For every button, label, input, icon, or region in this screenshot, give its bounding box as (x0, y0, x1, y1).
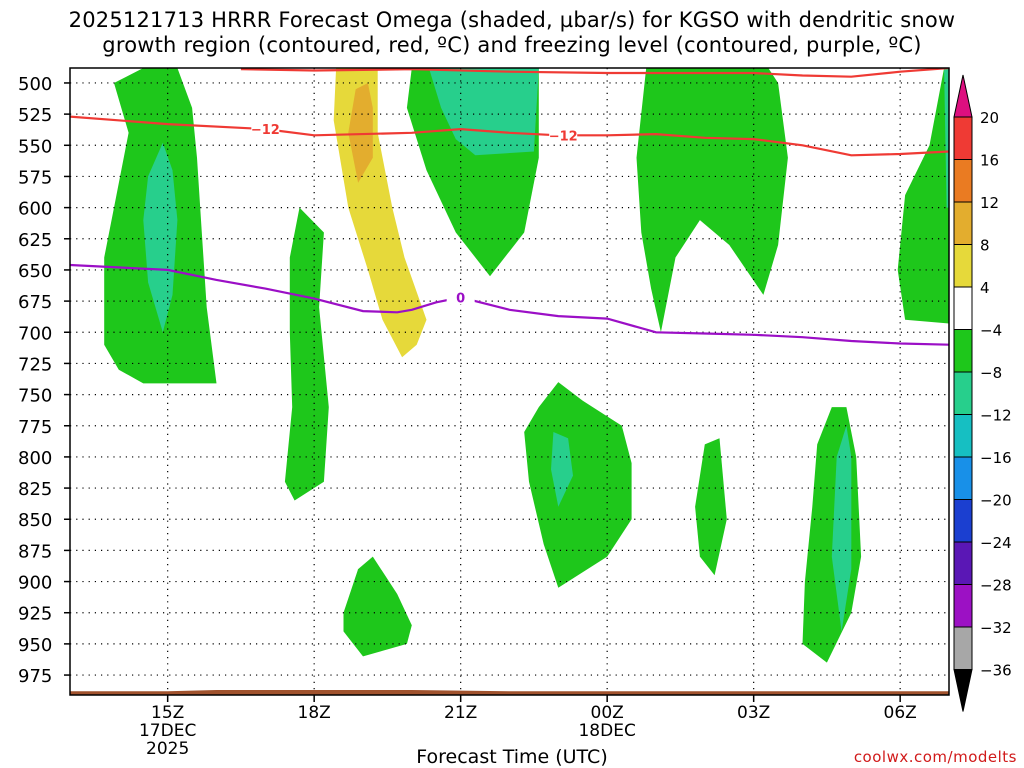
omega-region-1 (143, 142, 178, 333)
x-tick-year-15Z: 2025 (146, 739, 189, 759)
x-axis-label: Forecast Time (UTC) (416, 746, 608, 768)
colorbar-label-2: 12 (980, 194, 999, 212)
y-tick-label-575: 575 (18, 167, 52, 188)
y-tick-label-875: 875 (18, 541, 52, 562)
contour-upper-red-isotherm (240, 68, 949, 78)
contour-label-minus12-a: −12 (251, 123, 280, 138)
y-tick-label-750: 750 (18, 386, 52, 407)
colorbar-swatch-5 (953, 286, 973, 330)
colorbar-swatch-4 (953, 244, 973, 288)
y-tick-label-850: 850 (18, 510, 52, 531)
colorbar-bottom-arrow (953, 669, 973, 712)
colorbar-label-5: −4 (980, 322, 1002, 340)
colorbar-label-6: −8 (980, 364, 1002, 382)
colorbar-label-11: −28 (980, 577, 1012, 595)
colorbar-label-3: 8 (980, 237, 990, 255)
colorbar-label-9: −20 (980, 492, 1012, 510)
colorbar-label-1: 16 (980, 152, 999, 170)
colorbar-swatch-2 (953, 159, 973, 203)
colorbar-label-12: −32 (980, 619, 1012, 637)
contour-label-minus12-b-bg (549, 128, 578, 143)
colorbar-swatch-13 (953, 626, 973, 670)
surface-pressure-band (70, 690, 949, 695)
y-tick-label-900: 900 (18, 573, 52, 594)
contour-label-minus12-b: −12 (549, 129, 578, 144)
y-tick-label-775: 775 (18, 417, 52, 438)
contour-label-zero-bg (446, 290, 475, 305)
y-tick-label-700: 700 (18, 323, 52, 344)
x-tick-label-18Z: 18Z (298, 703, 331, 723)
omega-region-7 (524, 382, 632, 588)
title-line-2: growth region (contoured, red, ºC) and f… (102, 33, 922, 57)
plot-frame (69, 67, 950, 696)
omega-region-8 (551, 432, 573, 507)
y-tick-label-800: 800 (18, 448, 52, 469)
x-tick-label-21Z: 21Z (444, 703, 477, 723)
x-tick-date-15Z: 17DEC (139, 721, 196, 741)
y-tick-label-975: 975 (18, 666, 52, 687)
colorbar-label-10: −24 (980, 534, 1012, 552)
colorbar-swatch-6 (953, 329, 973, 373)
credit-link[interactable]: coolwx.com/modelts (853, 748, 1017, 766)
y-tick-label-600: 600 (18, 199, 52, 220)
colorbar-swatch-1 (953, 116, 973, 160)
omega-region-4 (348, 83, 373, 183)
y-tick-label-500: 500 (18, 74, 52, 95)
colorbar-label-8: −16 (980, 449, 1012, 467)
colorbar-label-7: −12 (980, 407, 1012, 425)
colorbar-swatch-8 (953, 414, 973, 458)
colorbar-swatch-10 (953, 499, 973, 543)
omega-region-2 (284, 207, 329, 501)
y-tick-label-550: 550 (18, 136, 52, 157)
contour-dendritic-growth-isotherm (70, 115, 949, 157)
omega-region-9 (636, 68, 788, 333)
colorbar-label-13: −36 (980, 662, 1012, 680)
omega-region-14 (343, 556, 412, 657)
y-tick-label-925: 925 (18, 604, 52, 625)
y-tick-label-650: 650 (18, 261, 52, 282)
colorbar-label-0: 20 (980, 109, 999, 127)
omega-region-11 (695, 438, 727, 576)
contour-label-minus12-a-bg (251, 122, 280, 137)
y-tick-label-950: 950 (18, 635, 52, 656)
colorbar-swatch-11 (953, 541, 973, 585)
x-tick-label-06Z: 06Z (884, 703, 917, 723)
x-tick-date-00Z: 18DEC (578, 721, 635, 741)
colorbar-swatch-7 (953, 371, 973, 415)
colorbar-swatch-9 (953, 456, 973, 500)
omega-region-16 (944, 68, 949, 208)
y-tick-label-825: 825 (18, 479, 52, 500)
colorbar-swatch-3 (953, 201, 973, 245)
omega-region-15 (897, 68, 949, 324)
colorbar-swatch-12 (953, 584, 973, 628)
y-tick-label-625: 625 (18, 230, 52, 251)
omega-region-13 (831, 425, 852, 632)
x-tick-label-00Z: 00Z (591, 703, 624, 723)
y-tick-label-725: 725 (18, 354, 52, 375)
x-tick-label-15Z: 15Z (151, 703, 184, 723)
colorbar-label-4: 4 (980, 279, 990, 297)
contour-freezing-level (70, 263, 949, 346)
contour-label-zero: 0 (456, 291, 465, 306)
y-tick-label-675: 675 (18, 292, 52, 313)
title-line-1: 2025121713 HRRR Forecast Omega (shaded, … (68, 8, 956, 32)
x-tick-label-03Z: 03Z (737, 703, 770, 723)
colorbar-top-arrow (953, 74, 973, 118)
y-tick-label-525: 525 (18, 105, 52, 126)
chart-title: 2025121713 HRRR Forecast Omega (shaded, … (0, 8, 1024, 58)
